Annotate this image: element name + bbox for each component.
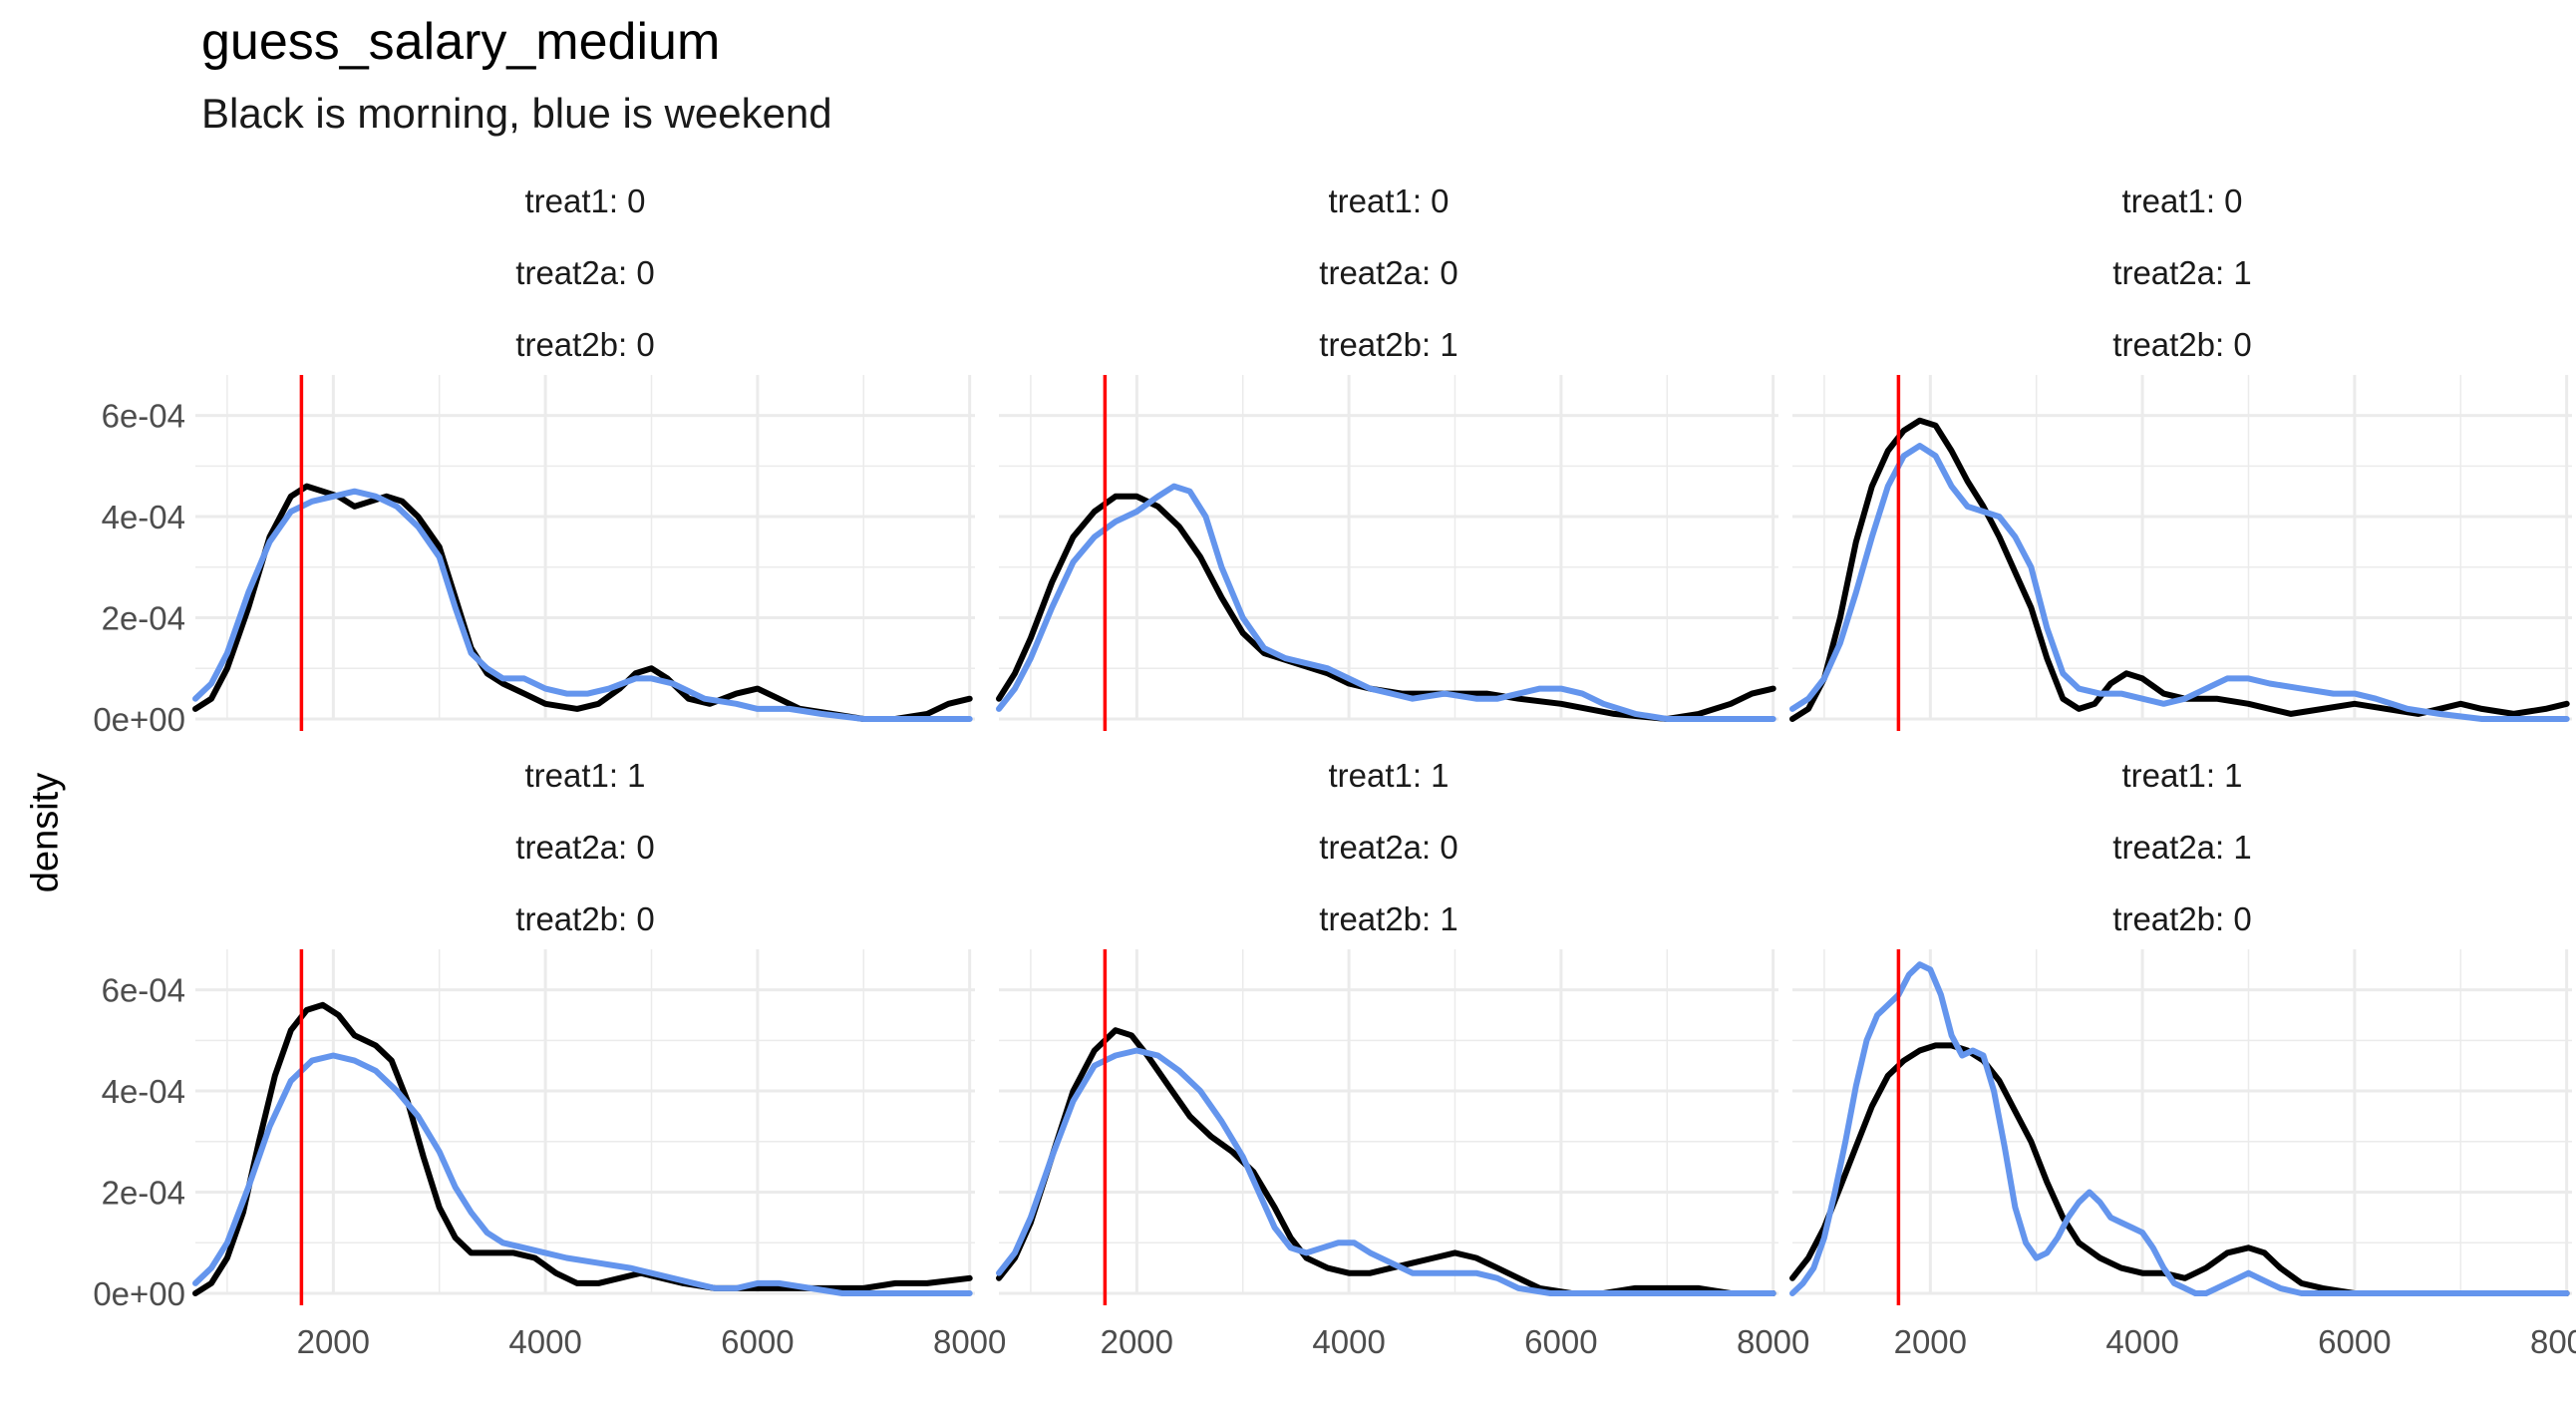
y-tick-label: 2e-04: [102, 600, 185, 637]
morning-density-line: [192, 483, 973, 722]
facet-strip-label: treat2b: 0: [2112, 326, 2251, 363]
x-tick-label: 6000: [721, 1323, 794, 1360]
x-tick-label: 8000: [1737, 1323, 1809, 1360]
facet-strip-label: treat1: 1: [1328, 757, 1449, 794]
x-tick-label: 8000: [2530, 1323, 2576, 1360]
y-tick-label: 0e+00: [93, 701, 185, 738]
facet-strip-label: treat2a: 0: [1319, 254, 1457, 291]
x-tick-label: 4000: [2105, 1323, 2178, 1360]
facet-strip-label: treat2b: 1: [1319, 326, 1457, 363]
morning-density-line: [1789, 417, 2570, 722]
facet-strip-label: treat2a: 1: [2112, 254, 2251, 291]
facet-strip-label: treat1: 0: [524, 182, 645, 219]
weekend-density-line: [996, 1047, 1776, 1296]
morning-density-line: [1789, 1042, 2570, 1296]
x-tick-label: 4000: [508, 1323, 581, 1360]
x-tick-label: 6000: [2318, 1323, 2391, 1360]
facet-strip-label: treat2b: 0: [515, 326, 654, 363]
facet-strip-label: treat2a: 0: [515, 254, 654, 291]
facet-strip-label: treat1: 1: [524, 757, 645, 794]
facet-strip-label: treat2a: 0: [515, 829, 654, 866]
weekend-density-line: [192, 488, 973, 722]
x-tick-label: 2000: [1101, 1323, 1173, 1360]
facet-strip-label: treat1: 1: [2121, 757, 2242, 794]
x-tick-label: 2000: [297, 1323, 370, 1360]
facet-strip-label: treat2a: 1: [2112, 829, 2251, 866]
morning-density-line: [192, 1001, 973, 1296]
facet-strip-label: treat2b: 0: [515, 900, 654, 937]
y-tick-label: 0e+00: [93, 1275, 185, 1312]
weekend-density-line: [1789, 443, 2570, 722]
y-tick-label: 4e-04: [102, 1073, 185, 1110]
y-tick-label: 6e-04: [102, 398, 185, 435]
facet-strip-label: treat1: 0: [2121, 182, 2242, 219]
weekend-density-line: [996, 483, 1776, 722]
facet-strip-label: treat2a: 0: [1319, 829, 1457, 866]
y-tick-label: 4e-04: [102, 499, 185, 535]
x-tick-label: 6000: [1524, 1323, 1597, 1360]
x-tick-label: 4000: [1312, 1323, 1385, 1360]
morning-density-line: [996, 1027, 1776, 1296]
morning-density-line: [996, 493, 1776, 722]
chart-subtitle: Black is morning, blue is weekend: [201, 90, 832, 137]
x-tick-label: 8000: [933, 1323, 1006, 1360]
chart-title: guess_salary_medium: [201, 13, 721, 71]
x-tick-label: 2000: [1894, 1323, 1967, 1360]
y-tick-label: 6e-04: [102, 972, 185, 1009]
facet-strip-label: treat1: 0: [1328, 182, 1449, 219]
weekend-density-line: [1789, 961, 2570, 1296]
facet-strip-label: treat2b: 1: [1319, 900, 1457, 937]
facet-strip-label: treat2b: 0: [2112, 900, 2251, 937]
y-tick-label: 2e-04: [102, 1175, 185, 1212]
